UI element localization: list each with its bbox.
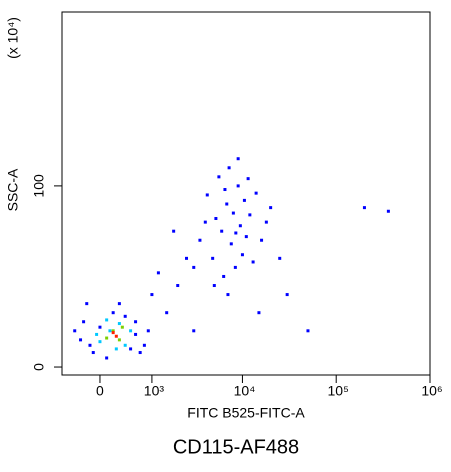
points	[73, 157, 390, 360]
point	[251, 260, 255, 264]
point	[192, 329, 196, 333]
point	[254, 191, 258, 195]
point	[79, 338, 83, 342]
point	[156, 271, 160, 275]
point	[278, 256, 282, 260]
point	[142, 343, 146, 347]
point	[117, 302, 121, 306]
point	[264, 220, 268, 224]
point	[203, 220, 207, 224]
point	[236, 184, 240, 188]
x-tick-label: 10³	[144, 383, 165, 399]
point	[91, 351, 95, 355]
point	[214, 216, 218, 220]
point	[222, 274, 226, 278]
point	[105, 318, 109, 322]
point	[362, 206, 366, 210]
point	[73, 329, 77, 333]
point	[185, 256, 189, 260]
point	[306, 329, 310, 333]
point	[198, 238, 202, 242]
point	[114, 334, 118, 338]
point	[229, 242, 233, 246]
point	[134, 332, 138, 336]
x-tick-label: 10⁶	[421, 383, 442, 399]
point	[123, 343, 127, 347]
point	[123, 314, 127, 318]
point	[129, 347, 133, 351]
point	[192, 265, 196, 269]
point	[260, 238, 264, 242]
point	[117, 322, 121, 326]
point	[244, 235, 248, 239]
x-tick-label: 10⁴	[234, 383, 256, 399]
point	[117, 338, 121, 342]
point	[220, 229, 224, 233]
x-tick-label: 0	[96, 383, 104, 399]
point	[172, 229, 176, 233]
point	[225, 202, 229, 206]
point	[129, 329, 133, 333]
point	[217, 175, 221, 179]
y-tick-label: 0	[31, 363, 47, 371]
point	[205, 193, 209, 197]
point	[111, 331, 115, 335]
point	[98, 340, 102, 344]
point	[111, 329, 115, 333]
point	[234, 231, 238, 235]
point	[240, 253, 244, 257]
point	[211, 256, 215, 260]
point	[226, 293, 230, 297]
point	[82, 320, 86, 324]
point	[227, 166, 231, 170]
x-tick-label: 10⁵	[328, 383, 349, 399]
point	[238, 224, 242, 228]
point	[223, 188, 227, 192]
point	[108, 329, 112, 333]
point	[236, 157, 240, 161]
y-axis-label: SSC-A	[5, 168, 21, 211]
y-tick-label: 100	[31, 174, 47, 198]
point	[105, 336, 109, 340]
plot-frame	[61, 11, 431, 376]
point	[248, 213, 252, 217]
x-axis-label: FITC B525-FITC-A	[187, 405, 305, 421]
point	[231, 211, 235, 215]
point	[105, 356, 109, 360]
point	[150, 293, 154, 297]
point	[269, 206, 273, 210]
point	[165, 311, 169, 315]
point	[88, 343, 92, 347]
point	[176, 284, 180, 288]
point	[146, 329, 150, 333]
point	[386, 209, 390, 213]
chart-title: CD115-AF488	[173, 436, 299, 458]
point	[233, 265, 237, 269]
point	[85, 302, 89, 306]
point	[138, 351, 142, 355]
point	[285, 293, 289, 297]
y-multiplier: (x 10⁴)	[5, 17, 21, 59]
point	[242, 198, 246, 202]
point	[246, 177, 250, 181]
point	[111, 311, 115, 315]
point	[120, 325, 124, 329]
point	[257, 311, 261, 315]
point	[114, 347, 118, 351]
point	[98, 325, 102, 329]
point	[95, 332, 99, 336]
point	[134, 320, 138, 324]
point	[212, 284, 216, 288]
